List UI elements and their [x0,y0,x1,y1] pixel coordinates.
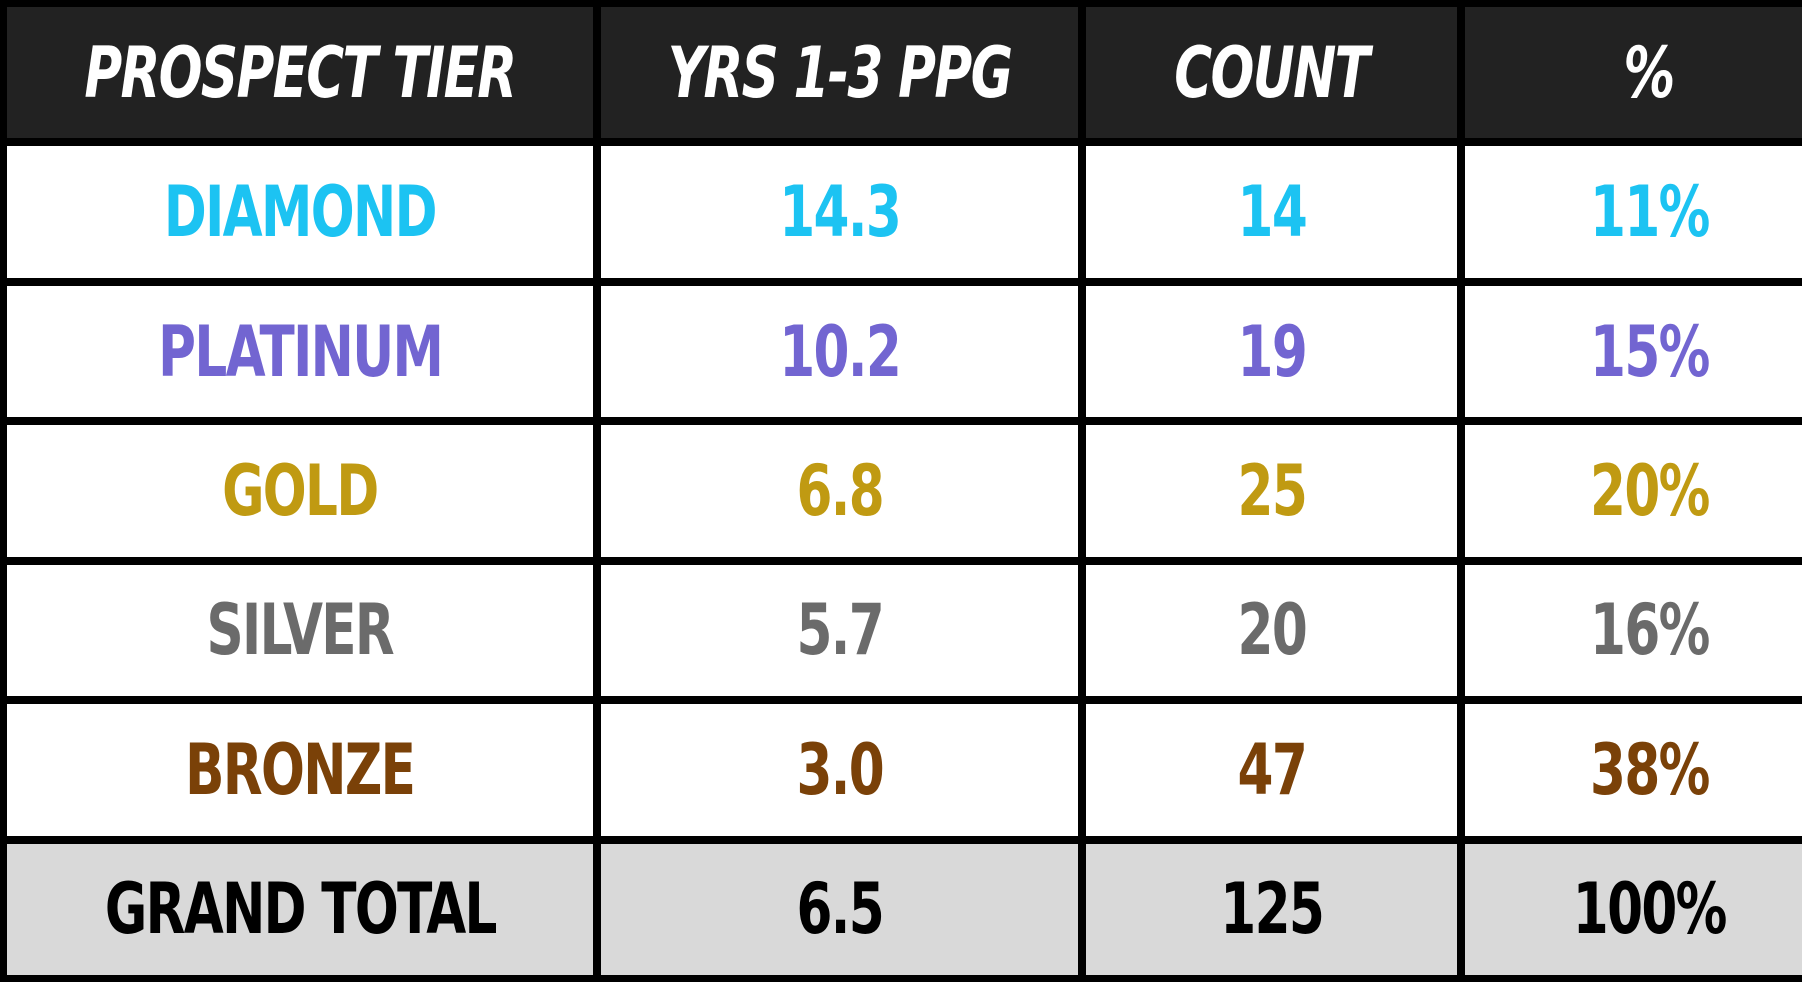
cell-text: 16% [1589,589,1710,672]
cell-text: 6.5 [796,868,884,951]
cell-text: 14 [1237,171,1307,254]
row-cell: 15% [1465,285,1802,418]
cell-text: 20% [1589,449,1710,532]
cell-text: 11% [1589,171,1710,254]
head-cell: COUNT [1086,7,1457,139]
row-cell: 10.2 [601,285,1078,418]
row-cell: 25 [1086,425,1457,557]
cell-text: 125 [1220,868,1325,951]
tot-cell: 6.5 [601,843,1078,975]
cell-text: 5.7 [796,589,884,672]
row-cell: GOLD [7,425,593,557]
row-cell: 20 [1086,564,1457,697]
cell-text: BRONZE [185,728,416,811]
cell-text: 3.0 [796,728,884,811]
cell-text: 38% [1589,728,1710,811]
cell-text: 47 [1237,728,1307,811]
cell-text: 14.3 [779,171,902,254]
row-cell: 5.7 [601,564,1078,697]
row-cell: 16% [1465,564,1802,697]
row-cell: 14.3 [601,146,1078,278]
cell-text: 15% [1589,310,1710,393]
cell-text: PLATINUM [157,310,444,393]
row-cell: 11% [1465,146,1802,278]
row-cell: PLATINUM [7,285,593,418]
row-cell: 6.8 [601,425,1078,557]
tot-cell: 100% [1465,843,1802,975]
row-cell: 47 [1086,704,1457,836]
cell-text: COUNT [1174,31,1371,114]
cell-text: GRAND TOTAL [104,868,498,951]
row-cell: SILVER [7,564,593,697]
cell-text: 10.2 [779,310,902,393]
head-cell: PROSPECT TIER [7,7,593,139]
row-cell: DIAMOND [7,146,593,278]
cell-text: SILVER [206,589,395,672]
head-cell: YRS 1-3 PPG [601,7,1078,139]
head-cell: % [1465,7,1802,139]
cell-text: 19 [1237,310,1307,393]
row-cell: 3.0 [601,704,1078,836]
cell-text: PROSPECT TIER [84,31,517,114]
cell-text: % [1623,31,1676,114]
row-cell: BRONZE [7,704,593,836]
row-cell: 14 [1086,146,1457,278]
cell-text: 6.8 [796,449,884,532]
tot-cell: 125 [1086,843,1457,975]
cell-text: DIAMOND [164,171,438,254]
cell-text: 20 [1237,589,1307,672]
cell-text: GOLD [222,449,379,532]
row-cell: 20% [1465,425,1802,557]
row-cell: 19 [1086,285,1457,418]
cell-text: 100% [1572,868,1728,951]
row-cell: 38% [1465,704,1802,836]
tot-cell: GRAND TOTAL [7,843,593,975]
cell-text: YRS 1-3 PPG [667,31,1013,114]
cell-text: 25 [1237,449,1307,532]
